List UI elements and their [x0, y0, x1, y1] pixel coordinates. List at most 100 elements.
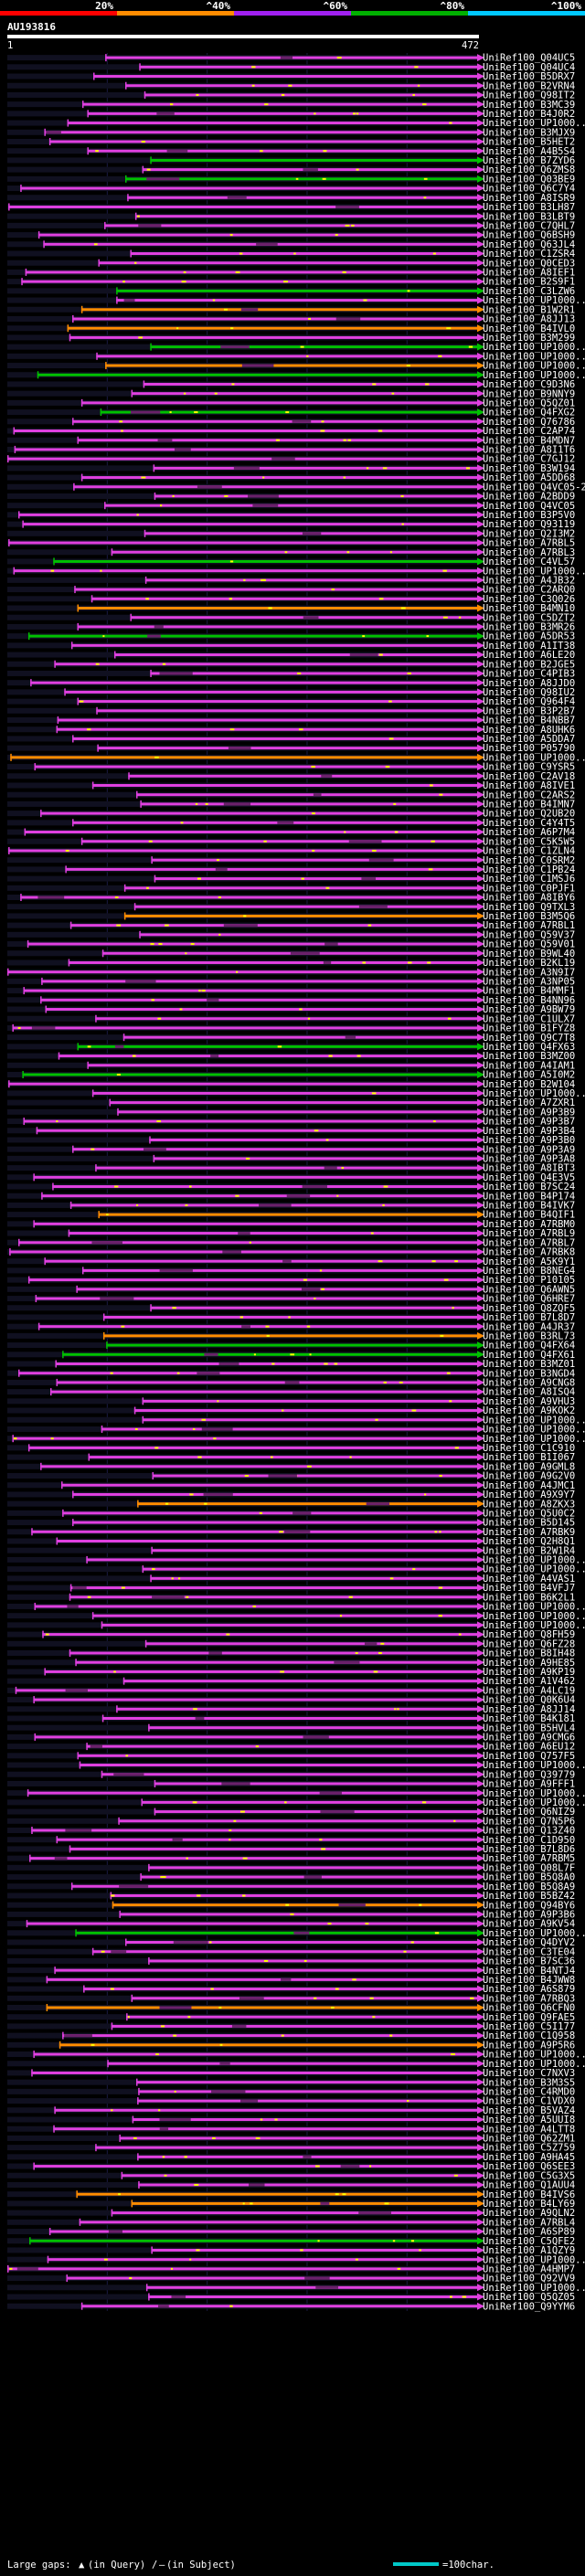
hit-label: UniRef100_A9BW79: [483, 1004, 575, 1015]
hit-row: UniRef100_Q7N5P6: [7, 1816, 575, 1827]
hit-end-arrow: [477, 156, 484, 164]
hit-gap-marker: [235, 270, 240, 273]
hit-end-arrow: [477, 1182, 484, 1191]
hit-end-arrow: [477, 1696, 484, 1704]
hit-start-tick: [61, 1481, 63, 1489]
hit-gap-marker: [242, 2202, 245, 2205]
hit-end-arrow: [477, 147, 484, 155]
hit-dim-segment: [256, 242, 278, 246]
hit-gap-marker: [212, 2136, 216, 2139]
hit-label: UniRef100_B3M3S5: [483, 2077, 575, 2088]
hit-label: UniRef100_A1IT38: [483, 641, 575, 652]
hit-label: UniRef100_B3MR26: [483, 622, 575, 633]
hit-label: UniRef100_A5K9Y1: [483, 1256, 575, 1267]
hit-gap-marker: [410, 2240, 415, 2242]
hit-label: UniRef100_UP1000...: [483, 1788, 585, 1799]
footer-in-subject: (in Subject): [166, 2560, 236, 2571]
hit-bar: [107, 2062, 478, 2065]
hit-end-arrow: [477, 1220, 484, 1228]
hit-gap-marker: [373, 1670, 378, 1673]
hit-label: UniRef100_Q9YYM6: [483, 2301, 575, 2312]
hit-bar: [18, 1241, 478, 1245]
hit-gap-marker: [90, 1148, 95, 1150]
hit-row: UniRef100_C1ULX7: [7, 1013, 575, 1024]
hit-bar: [144, 578, 477, 582]
hit-label: UniRef100_A7ZXR1: [483, 1097, 575, 1108]
hit-label: UniRef100_UP1000...: [483, 2050, 585, 2061]
hit-bar: [33, 2165, 477, 2168]
hit-start-tick: [76, 2190, 78, 2199]
hit-bar: [80, 476, 477, 480]
hit-end-arrow: [477, 492, 484, 500]
hit-gap-marker: [334, 1362, 338, 1365]
hit-start-tick: [34, 1602, 37, 1610]
hit-row: UniRef100_B5BZ42: [7, 1891, 575, 1902]
hit-gap-marker: [319, 1839, 323, 1841]
hit-start-tick: [54, 1966, 56, 1975]
hit-start-tick: [117, 1108, 119, 1116]
hit-gap-marker: [389, 551, 392, 554]
hit-bar: [111, 2024, 477, 2028]
hit-start-tick: [56, 1836, 58, 1844]
hit-bar: [27, 634, 477, 638]
hit-gap-marker: [442, 616, 448, 619]
hit-start-tick: [128, 772, 130, 780]
hit-row: UniRef100_Q964F4: [7, 696, 575, 707]
hit-start-tick: [132, 2115, 134, 2124]
hit-bar: [29, 1857, 478, 1860]
hit-row: UniRef100_B4JWW8: [7, 1975, 575, 1986]
hit-row: UniRef100_B5VAZ4: [7, 2105, 575, 2116]
hit-start-tick: [91, 1612, 94, 1620]
hit-label: UniRef100_B8NEG4: [483, 1266, 575, 1277]
footer-scale-text: =100char.: [442, 2560, 495, 2571]
hit-row: UniRef100_B4NTJ4: [7, 1966, 575, 1977]
hit-bar: [142, 1399, 477, 1403]
hit-gap-marker: [162, 2156, 165, 2158]
hit-start-tick: [27, 1444, 30, 1452]
hit-gap-marker: [321, 420, 324, 423]
hit-bar: [144, 1642, 477, 1646]
hit-end-arrow: [477, 2097, 484, 2105]
footer-prefix: Large gaps:: [7, 2560, 71, 2571]
hit-label: UniRef100_Q6CFN0: [483, 2003, 575, 2014]
hit-end-arrow: [477, 1435, 484, 1443]
hit-end-arrow: [477, 1929, 484, 1937]
hit-label: UniRef100_B4NN96: [483, 995, 575, 1006]
hit-end-arrow: [477, 1313, 484, 1321]
hit-gap-marker: [452, 2053, 456, 2056]
hit-label: UniRef100_Q7N5P6: [483, 1816, 575, 1827]
hit-start-tick: [62, 2031, 64, 2040]
hit-label: UniRef100_A4IAM1: [483, 1060, 575, 1071]
hit-end-arrow: [477, 427, 484, 435]
hit-bar: [72, 1148, 477, 1151]
hit-bar: [56, 1381, 477, 1384]
hit-start-tick: [91, 781, 94, 790]
hit-label: UniRef100_C3Q026: [483, 594, 575, 605]
hit-end-arrow: [477, 660, 484, 668]
hit-start-tick: [69, 1593, 71, 1601]
hit-start-tick: [47, 2255, 49, 2263]
hit-gap-marker: [133, 2136, 137, 2139]
hit-label: UniRef100_B5Q8A0: [483, 1872, 575, 1883]
hit-gap-marker: [190, 943, 195, 946]
hit-start-tick: [8, 846, 10, 854]
hit-gap-marker: [122, 281, 125, 283]
hit-row: UniRef100_Q39779: [7, 1769, 575, 1780]
hit-bar: [40, 1465, 478, 1468]
hit-end-arrow: [477, 1052, 484, 1060]
hit-end-arrow: [477, 2162, 484, 2170]
hit-gap-marker: [371, 849, 377, 852]
hit-end-arrow: [477, 1639, 484, 1648]
hit-bar: [8, 849, 478, 853]
hit-row: UniRef100_A5DD68: [7, 472, 575, 483]
hit-gap-marker: [193, 1427, 196, 1430]
hit-gap-marker: [79, 700, 84, 703]
hit-start-tick: [140, 1873, 142, 1882]
hit-row: UniRef100_B3MR26: [7, 622, 575, 633]
hit-gap-marker: [411, 1409, 417, 1412]
hit-row: UniRef100_UP1000...: [7, 2059, 585, 2070]
hit-dim-segment: [281, 1977, 292, 1981]
hit-label: UniRef100_B2KL19: [483, 958, 575, 969]
footer-legend: Large gaps: ▲ (in Query) / – (in Subject…: [7, 2560, 495, 2571]
hit-bar: [13, 429, 477, 433]
